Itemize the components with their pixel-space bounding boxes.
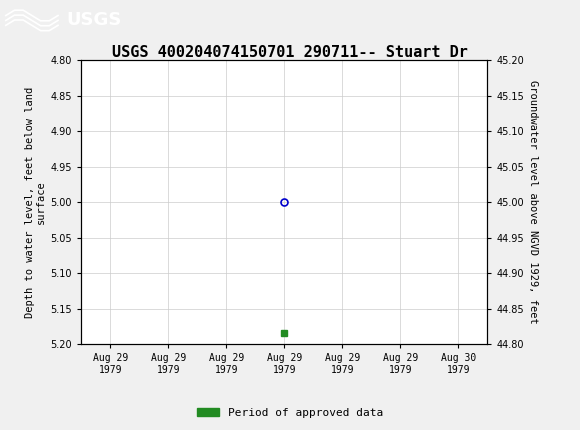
Text: USGS 400204074150701 290711-- Stuart Dr: USGS 400204074150701 290711-- Stuart Dr: [112, 45, 468, 60]
Y-axis label: Groundwater level above NGVD 1929, feet: Groundwater level above NGVD 1929, feet: [528, 80, 538, 324]
Text: USGS: USGS: [67, 12, 122, 29]
Legend: Period of approved data: Period of approved data: [193, 403, 387, 422]
Y-axis label: Depth to water level, feet below land
surface: Depth to water level, feet below land su…: [25, 86, 46, 318]
